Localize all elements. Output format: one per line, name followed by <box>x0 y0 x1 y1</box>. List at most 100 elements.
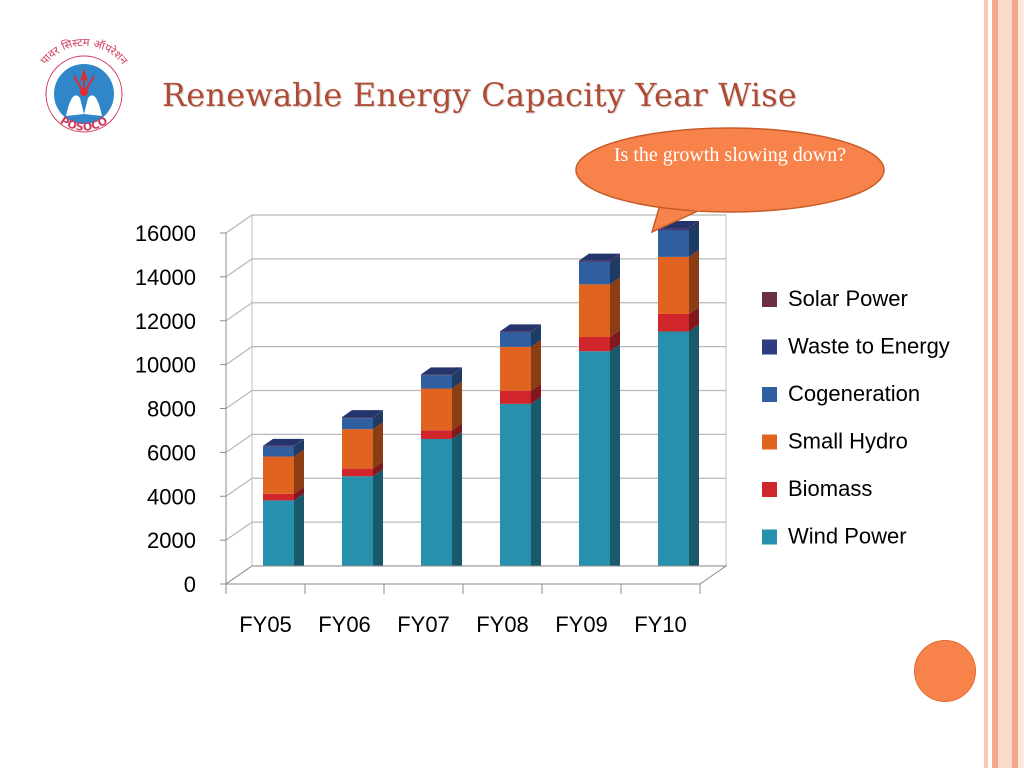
bar-segment-FY10-small-hydro <box>658 249 699 314</box>
bar-side <box>689 220 699 229</box>
svg-text:POSOCO: POSOCO <box>58 114 110 134</box>
bar-segment-FY08-cogeneration <box>500 325 541 347</box>
bar-front <box>500 332 531 347</box>
chart-floor <box>224 565 728 585</box>
gridline-12000 <box>225 302 726 322</box>
callout-bubble <box>575 127 885 234</box>
x-tick-label-FY06: FY06 <box>318 612 371 637</box>
bar-side <box>689 223 699 257</box>
bar-side <box>531 383 541 404</box>
bar-front <box>658 230 689 257</box>
bar-front <box>263 445 294 447</box>
bar-side <box>452 367 462 376</box>
bar-side <box>373 469 383 575</box>
legend-item-small-hydro: Small Hydro <box>762 429 908 454</box>
bar-front <box>342 476 373 575</box>
bar-FY08 <box>500 324 541 575</box>
legend-swatch <box>762 292 777 307</box>
gridline-4000 <box>225 477 726 497</box>
bar-segment-FY08-biomass <box>500 383 541 404</box>
bar-front <box>342 468 373 477</box>
page-title: Renewable Energy Capacity Year Wise <box>162 76 797 114</box>
legend-swatch <box>762 387 777 402</box>
y-tick-label-14000: 14000 <box>135 265 196 290</box>
bar-side <box>294 486 304 501</box>
legend-swatch <box>762 434 777 450</box>
bar-front <box>579 260 610 262</box>
x-tick-label-FY08: FY08 <box>476 612 529 637</box>
bar-front <box>500 331 531 332</box>
bar-segment-FY05-wind-power <box>263 493 304 575</box>
legend-item-solar-power: Solar Power <box>762 286 908 311</box>
bar-side <box>373 410 383 418</box>
bar-front <box>579 336 610 352</box>
bar-side <box>689 249 699 314</box>
bar-top <box>500 324 541 332</box>
bar-front <box>579 351 610 575</box>
bar-side <box>689 324 699 575</box>
gridline-8000 <box>225 389 726 409</box>
bar-side <box>294 493 304 575</box>
bar-front <box>500 403 531 575</box>
bar-FY09 <box>579 253 620 575</box>
bar-segment-FY07-solar-power <box>421 367 462 375</box>
bar-front <box>579 284 610 337</box>
bar-segment-FY08-wind-power <box>500 396 541 575</box>
bar-front <box>263 446 294 457</box>
bar-segment-FY07-small-hydro <box>421 381 462 431</box>
bar-segment-FY05-cogeneration <box>263 439 304 457</box>
bar-top <box>263 438 304 446</box>
bar-front <box>421 374 452 375</box>
bar-segment-FY05-biomass <box>263 486 304 501</box>
bar-front <box>579 262 610 285</box>
bar-side <box>294 438 304 447</box>
bar-side <box>452 367 462 375</box>
decorative-side-stripes <box>978 0 1024 768</box>
bar-top <box>342 410 383 418</box>
bar-front <box>421 388 452 431</box>
bar-segment-FY05-solar-power <box>263 438 304 447</box>
x-tick-label-FY07: FY07 <box>397 612 450 637</box>
bar-side <box>531 325 541 347</box>
bar-front <box>342 429 373 469</box>
bar-segment-FY06-solar-power <box>342 410 383 418</box>
bar-segment-FY10-wind-power <box>658 324 699 575</box>
bar-front <box>421 430 452 439</box>
bar-side <box>452 431 462 575</box>
bar-front <box>658 331 689 575</box>
bar-side <box>373 422 383 469</box>
bar-side <box>689 306 699 332</box>
bar-front <box>342 418 373 430</box>
bar-front <box>263 500 294 575</box>
bar-side <box>610 344 620 575</box>
bar-top <box>421 367 462 375</box>
bar-segment-FY09-small-hydro <box>579 277 620 337</box>
bar-side <box>373 410 383 419</box>
legend-label: Waste to Energy <box>788 334 950 359</box>
bar-side <box>531 396 541 575</box>
legend-item-wind-power: Wind Power <box>762 524 907 549</box>
bar-segment-FY08-solar-power <box>500 324 541 332</box>
bar-front <box>500 346 531 391</box>
bar-FY06 <box>342 410 383 575</box>
bar-side <box>531 339 541 391</box>
chart-axes <box>220 232 728 594</box>
bar-segment-FY08-waste-to-energy <box>500 324 541 333</box>
bar-side <box>610 329 620 352</box>
bar-side <box>294 449 304 494</box>
bar-front <box>658 313 689 332</box>
legend-swatch <box>762 482 777 497</box>
bar-front <box>658 228 689 231</box>
bar-side <box>294 439 304 447</box>
bar-front <box>342 417 373 418</box>
bar-front <box>421 374 452 376</box>
y-tick-label-10000: 10000 <box>135 353 196 378</box>
bar-side <box>531 324 541 333</box>
x-tick-label-FY10: FY10 <box>634 612 687 637</box>
bar-segment-FY09-solar-power <box>579 253 620 262</box>
bar-segment-FY07-cogeneration <box>421 368 462 389</box>
bar-front <box>500 331 531 333</box>
bar-segment-FY06-waste-to-energy <box>342 410 383 419</box>
bar-side <box>452 368 462 389</box>
